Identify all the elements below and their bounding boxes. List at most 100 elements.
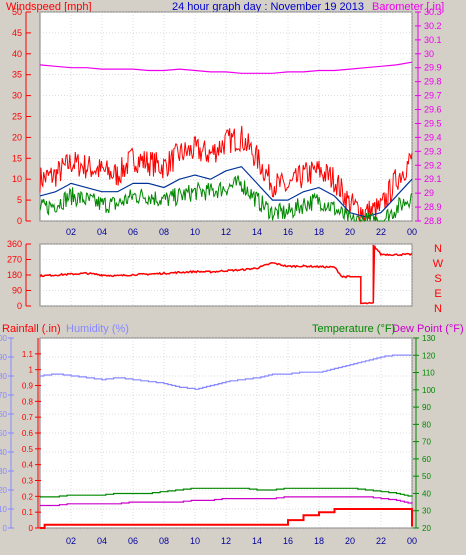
wind-average-line [39, 166, 413, 218]
wind-axis-tick-label: 25 [12, 112, 22, 122]
wind-axis-tick-label: 5 [17, 195, 22, 205]
barometer-axis-tick-label: 30.3 [424, 7, 442, 17]
barometer-line [39, 61, 413, 74]
temperature-axis-tick-label: 130 [422, 334, 436, 343]
rainfall-axis-title: Rainfall (.in) [2, 323, 61, 335]
temperature-axis-tick-label: 80 [422, 420, 431, 429]
barometer-axis-tick-label: 29.5 [424, 118, 442, 128]
temperature-axis-tick-label: 70 [422, 438, 431, 447]
wind-axis-tick-label: 45 [12, 28, 22, 38]
rainfall-axis-tick-label: 0.5 [22, 445, 34, 454]
barometer-axis-tick-label: 28.9 [424, 202, 442, 212]
direction-axis-tick-label: 360 [7, 239, 22, 249]
temperature-axis-tick-label: 30 [422, 507, 431, 516]
direction-axis-tick-label: 180 [7, 270, 22, 280]
temperature-line [40, 487, 413, 498]
dewpoint-line [40, 496, 413, 507]
barometer-axis-tick-label: 29.4 [424, 132, 442, 142]
wind-axis-tick-label: 15 [12, 153, 22, 163]
temperature-axis-ticks: 20 30 40 50 60 70 80 90 100 110 120 130 [413, 334, 436, 533]
temperature-axis-tick-label: 20 [422, 524, 431, 533]
barometer-axis-tick-label: 29.9 [424, 63, 442, 73]
wind-series [39, 61, 413, 223]
temperature-axis-tick-label: 100 [422, 386, 436, 395]
compass-label: N [434, 303, 442, 315]
wind-axis-ticks: 0 5 10 15 20 25 30 35 40 45 50 [12, 7, 31, 226]
humidity-axis-tick-label: 100 [0, 334, 8, 343]
direction-series [39, 244, 413, 305]
hour-tick-label: 04 [97, 536, 107, 546]
barometer-axis-tick-label: 29.1 [424, 174, 442, 184]
hour-tick-label: 02 [66, 536, 76, 546]
humidity-axis-tick-label: 30 [0, 467, 8, 476]
wind-axis-tick-label: 30 [12, 91, 22, 101]
rainfall-axis-tick-label: 0.1 [22, 508, 34, 517]
direction-grid [40, 243, 413, 307]
hour-tick-label: 08 [159, 227, 169, 237]
rainfall-axis-tick-label: 0.3 [22, 477, 34, 486]
direction-axis-tick-label: 0 [17, 301, 22, 311]
wind-direction-line [39, 244, 413, 305]
direction-axis-tick-label: 270 [7, 255, 22, 265]
hour-tick-label: 02 [66, 227, 76, 237]
wind-hour-labels: 02 04 06 08 10 12 14 16 18 20 22 00 [66, 227, 417, 237]
hour-tick-label: 06 [128, 536, 138, 546]
temperature-axis-tick-label: 50 [422, 472, 431, 481]
temperature-axis-tick-label: 120 [422, 351, 436, 360]
hour-tick-label: 06 [128, 227, 138, 237]
rainfall-axis-tick-label: 1 [29, 366, 34, 375]
rainfall-axis-tick-label: 1.1 [22, 350, 34, 359]
compass-label: N [434, 243, 442, 255]
hour-tick-label: 18 [314, 227, 324, 237]
wind-axis-tick-label: 35 [12, 70, 22, 80]
humidity-axis-tick-label: 80 [0, 372, 8, 381]
hour-tick-label: 14 [252, 227, 262, 237]
hour-tick-label: 04 [97, 227, 107, 237]
barometer-axis-tick-label: 29.7 [424, 91, 442, 101]
rainfall-axis-tick-label: 0.8 [22, 397, 34, 406]
hour-tick-label: 10 [190, 536, 200, 546]
hour-tick-label: 08 [159, 536, 169, 546]
wind-axis-tick-label: 10 [12, 174, 22, 184]
hour-tick-label: 22 [376, 536, 386, 546]
temperature-axis-tick-label: 40 [422, 489, 431, 498]
hour-tick-label: 16 [283, 536, 293, 546]
barometer-axis-tick-label: 29.3 [424, 146, 442, 156]
climate-hour-labels: 02 04 06 08 10 12 14 16 18 20 22 00 [66, 536, 417, 546]
hour-tick-label: 00 [407, 227, 417, 237]
rainfall-axis-tick-label: 0.6 [22, 429, 34, 438]
wind-axis-tick-label: 50 [12, 7, 22, 17]
barometer-axis-tick-label: 29.2 [424, 160, 442, 170]
hour-tick-label: 20 [345, 227, 355, 237]
rainfall-axis-tick-label: 0.7 [22, 413, 34, 422]
rainfall-axis-tick-label: 0 [29, 524, 34, 533]
graph-title: 24 hour graph day : November 19 2013 [172, 1, 364, 13]
compass-label: S [434, 273, 441, 285]
barometer-axis-tick-label: 29.8 [424, 77, 442, 87]
rainfall-axis-tick-label: 0.9 [22, 382, 34, 391]
humidity-axis-tick-label: 60 [0, 410, 8, 419]
compass-label: E [434, 288, 441, 300]
humidity-axis-ticks: 0 10 20 30 40 50 60 70 80 90 100 [0, 334, 14, 533]
humidity-line [40, 354, 412, 390]
wind-axis-tick-label: 40 [12, 49, 22, 59]
hour-tick-label: 16 [283, 227, 293, 237]
humidity-axis-tick-label: 20 [0, 486, 8, 495]
hour-tick-label: 14 [252, 536, 262, 546]
direction-axis-tick-label: 90 [12, 286, 22, 296]
direction-axis-ticks: 0 90 180 270 360 [7, 239, 31, 311]
rainfall-line [40, 508, 413, 529]
hour-tick-label: 10 [190, 227, 200, 237]
hour-tick-label: 00 [407, 536, 417, 546]
barometer-axis-tick-label: 30.2 [424, 21, 442, 31]
humidity-axis-tick-label: 90 [0, 353, 8, 362]
climate-series [40, 354, 413, 529]
humidity-axis-title: Humidity (%) [66, 323, 129, 335]
rainfall-axis-tick-label: 0.4 [22, 461, 34, 470]
humidity-axis-tick-label: 70 [0, 391, 8, 400]
hour-tick-label: 12 [221, 227, 231, 237]
humidity-axis-tick-label: 50 [0, 429, 8, 438]
climate-grid [40, 337, 413, 529]
hour-tick-label: 12 [221, 536, 231, 546]
